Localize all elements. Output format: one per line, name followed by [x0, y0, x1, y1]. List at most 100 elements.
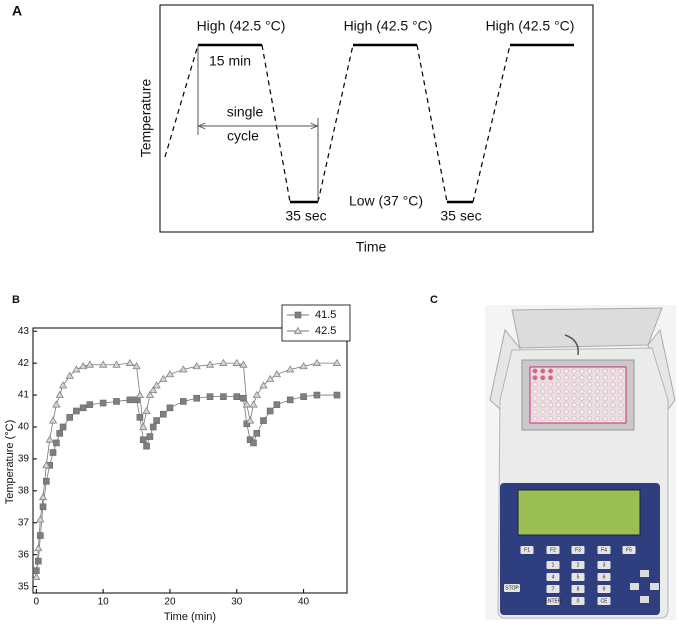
well — [555, 409, 561, 415]
well — [555, 375, 561, 381]
low-label: Low (37 °C) — [349, 193, 423, 209]
y-tick-label: 40 — [18, 422, 30, 433]
marker — [153, 417, 160, 424]
marker — [192, 362, 201, 370]
y-tick-label: 35 — [18, 581, 30, 592]
key — [546, 585, 560, 593]
key-label: 0 — [577, 598, 580, 604]
marker — [179, 365, 188, 373]
well — [555, 368, 561, 374]
marker — [113, 398, 120, 405]
y-tick-label: 41 — [18, 390, 30, 401]
well — [563, 395, 569, 401]
key-label: ENTER — [545, 598, 562, 604]
well — [594, 388, 600, 394]
marker — [136, 414, 144, 421]
well — [618, 388, 624, 394]
marker — [48, 416, 58, 424]
screen — [517, 489, 641, 536]
marker — [250, 439, 257, 447]
well — [587, 375, 593, 381]
marker — [99, 399, 107, 407]
marker — [249, 400, 258, 408]
well — [571, 375, 577, 381]
lid — [511, 307, 663, 349]
well — [579, 388, 585, 394]
marker — [53, 439, 60, 447]
well — [610, 368, 616, 374]
cycle-label: cycle — [227, 128, 259, 144]
x-axis-label: Time — [356, 239, 387, 255]
key-label: STOP — [505, 585, 519, 591]
well — [602, 382, 608, 388]
legend-label: 42.5 — [315, 325, 336, 337]
key — [597, 597, 611, 605]
well — [563, 416, 569, 422]
marker — [59, 423, 67, 431]
well — [548, 416, 554, 422]
legend-box — [281, 304, 351, 342]
y-tick-label: 42 — [18, 358, 30, 369]
well — [571, 368, 577, 374]
y-tick-label: 39 — [18, 454, 30, 465]
well — [587, 409, 593, 415]
well — [618, 368, 624, 374]
well — [579, 395, 585, 401]
marker — [313, 391, 321, 399]
marker — [36, 515, 45, 523]
x-tick-label: 40 — [298, 597, 310, 608]
marker — [240, 394, 247, 402]
marker — [45, 435, 54, 443]
legend-label: 41.5 — [315, 309, 336, 321]
marker — [35, 557, 42, 565]
key-label: CE — [601, 598, 609, 604]
well — [602, 375, 608, 381]
well — [579, 368, 585, 374]
well — [618, 375, 624, 381]
marker — [166, 404, 174, 412]
well — [587, 416, 593, 422]
marker — [159, 410, 167, 418]
well — [555, 416, 561, 422]
plate — [529, 366, 627, 424]
well — [610, 375, 616, 381]
marker — [149, 423, 157, 431]
marker — [273, 401, 281, 408]
well — [587, 382, 593, 388]
high-label: High (42.5 °C) — [344, 18, 433, 34]
marker — [32, 572, 41, 580]
marker — [135, 390, 145, 398]
well — [563, 375, 569, 381]
key-label: F4 — [601, 547, 607, 553]
marker — [252, 390, 261, 398]
marker — [159, 374, 168, 382]
marker — [272, 370, 281, 378]
well — [540, 388, 546, 394]
well — [532, 388, 538, 394]
key — [571, 561, 585, 569]
well — [618, 402, 624, 408]
well — [618, 409, 624, 415]
well — [532, 409, 538, 415]
marker — [56, 430, 64, 437]
key — [546, 561, 560, 569]
marker — [220, 393, 227, 400]
well — [610, 395, 616, 401]
marker — [299, 362, 308, 370]
key-label: F3 — [575, 547, 581, 553]
well — [579, 375, 585, 381]
marker — [146, 433, 154, 440]
key-label: 7 — [552, 586, 555, 592]
well — [594, 382, 600, 388]
well — [610, 388, 616, 394]
cable — [564, 334, 579, 356]
marker — [78, 362, 88, 370]
key — [597, 546, 611, 554]
marker — [43, 477, 50, 485]
key — [571, 585, 585, 593]
panel-c: C F1 F2 F3 F4 F5 STOP 1 2 3 4 5 6 7 8 9 ENTER 0 CE — [430, 294, 676, 620]
well — [587, 368, 593, 374]
duration-label: 35 sec — [285, 208, 326, 224]
well — [563, 368, 569, 374]
key — [597, 573, 611, 581]
